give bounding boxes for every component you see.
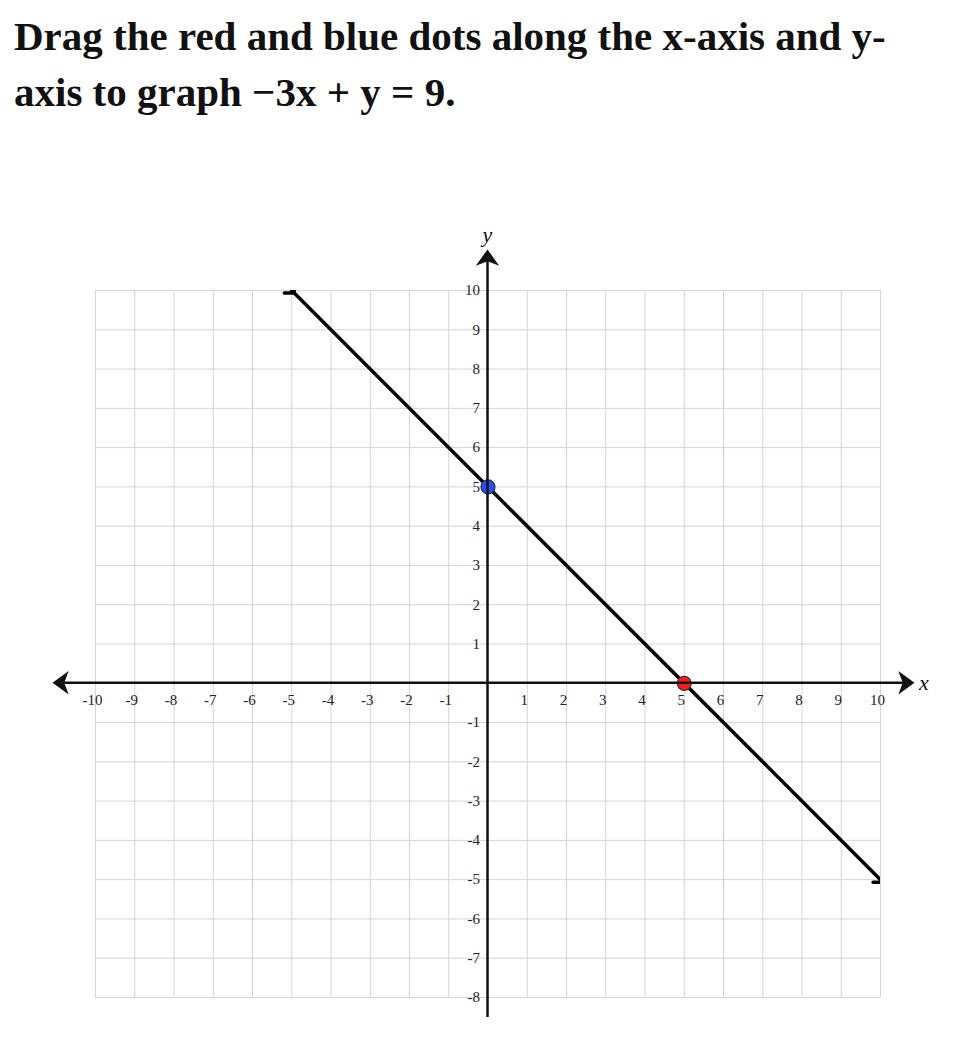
svg-text:-8: -8 [165, 692, 178, 708]
svg-text:-1: -1 [440, 692, 453, 708]
svg-text:3: 3 [473, 557, 481, 573]
svg-text:10: 10 [870, 692, 885, 708]
svg-text:-9: -9 [126, 692, 139, 708]
svg-text:4: 4 [473, 518, 481, 534]
svg-text:x: x [918, 670, 929, 695]
svg-text:10: 10 [465, 282, 480, 298]
svg-text:-7: -7 [204, 692, 217, 708]
svg-text:-3: -3 [468, 793, 481, 809]
svg-text:-3: -3 [361, 692, 374, 708]
svg-text:-7: -7 [468, 950, 481, 966]
svg-text:6: 6 [473, 439, 481, 455]
svg-text:-4: -4 [322, 692, 335, 708]
svg-text:-4: -4 [468, 832, 481, 848]
svg-text:-1: -1 [468, 714, 481, 730]
svg-text:9: 9 [473, 322, 481, 338]
svg-text:-2: -2 [400, 692, 413, 708]
svg-text:7: 7 [756, 692, 764, 708]
svg-text:-10: -10 [83, 692, 103, 708]
svg-text:5: 5 [678, 692, 686, 708]
svg-text:-8: -8 [468, 989, 481, 1005]
svg-text:1: 1 [473, 636, 481, 652]
svg-text:5: 5 [473, 479, 481, 495]
svg-text:1: 1 [521, 692, 529, 708]
svg-text:8: 8 [795, 692, 803, 708]
svg-text:9: 9 [835, 692, 843, 708]
svg-text:-5: -5 [283, 692, 296, 708]
svg-text:8: 8 [473, 361, 481, 377]
svg-text:4: 4 [638, 692, 646, 708]
svg-text:-6: -6 [468, 911, 481, 927]
svg-text:7: 7 [473, 400, 481, 416]
svg-text:-2: -2 [468, 754, 481, 770]
svg-text:y: y [481, 222, 493, 247]
svg-text:2: 2 [473, 597, 481, 613]
svg-text:2: 2 [560, 692, 568, 708]
html-text:Drag the red and blue dots alo: Drag the red and blue dots along the x-a… [14, 13, 886, 115]
svg-text:-6: -6 [243, 692, 256, 708]
svg-text:6: 6 [717, 692, 725, 708]
svg-text:3: 3 [599, 692, 607, 708]
svg-text:-5: -5 [468, 871, 481, 887]
